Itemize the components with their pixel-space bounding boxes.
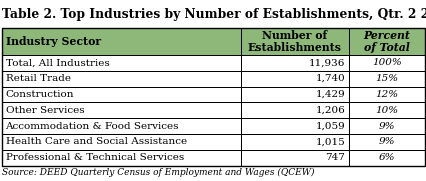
Text: 1,059: 1,059: [315, 122, 345, 131]
Text: 10%: 10%: [374, 106, 397, 115]
Bar: [2, 134, 424, 150]
Bar: [2, 55, 240, 71]
Bar: [2, 28, 424, 55]
Bar: [348, 87, 424, 102]
Bar: [2, 150, 240, 166]
Bar: [2, 118, 240, 134]
Text: Health Care and Social Assistance: Health Care and Social Assistance: [6, 137, 186, 146]
Text: Construction: Construction: [6, 90, 74, 99]
Bar: [2, 28, 240, 55]
Bar: [348, 134, 424, 150]
Text: Table 2. Top Industries by Number of Establishments, Qtr. 2 2015: Table 2. Top Industries by Number of Est…: [2, 8, 426, 21]
Text: Total, All Industries: Total, All Industries: [6, 58, 109, 67]
Text: Industry Sector: Industry Sector: [6, 36, 101, 47]
Text: Percent
of Total: Percent of Total: [363, 30, 409, 53]
Bar: [240, 87, 348, 102]
Bar: [240, 118, 348, 134]
Text: 6%: 6%: [378, 153, 394, 162]
Text: Source: DEED Quarterly Census of Employment and Wages (QCEW): Source: DEED Quarterly Census of Employm…: [2, 167, 314, 176]
Text: 9%: 9%: [378, 122, 394, 131]
Bar: [240, 102, 348, 118]
Text: 15%: 15%: [374, 74, 397, 83]
Text: 1,206: 1,206: [315, 106, 345, 115]
Bar: [348, 28, 424, 55]
Text: 12%: 12%: [374, 90, 397, 99]
Bar: [240, 71, 348, 87]
Bar: [240, 134, 348, 150]
Text: 1,740: 1,740: [315, 74, 345, 83]
Text: Other Services: Other Services: [6, 106, 84, 115]
Bar: [2, 55, 424, 71]
Bar: [2, 150, 424, 166]
Text: 747: 747: [325, 153, 345, 162]
Bar: [240, 150, 348, 166]
Bar: [240, 55, 348, 71]
Text: Accommodation & Food Services: Accommodation & Food Services: [6, 122, 178, 131]
Bar: [2, 87, 424, 102]
Bar: [348, 71, 424, 87]
Bar: [348, 102, 424, 118]
Bar: [2, 87, 240, 102]
Bar: [348, 118, 424, 134]
Bar: [2, 102, 240, 118]
Text: 1,015: 1,015: [315, 137, 345, 146]
Text: 11,936: 11,936: [308, 58, 345, 67]
Text: Retail Trade: Retail Trade: [6, 74, 70, 83]
Bar: [348, 55, 424, 71]
Bar: [240, 28, 348, 55]
Bar: [2, 28, 424, 166]
Text: Number of
Establishments: Number of Establishments: [248, 30, 341, 53]
Bar: [2, 71, 424, 87]
Bar: [348, 150, 424, 166]
Text: 100%: 100%: [371, 58, 401, 67]
Bar: [2, 134, 240, 150]
Text: Professional & Technical Services: Professional & Technical Services: [6, 153, 183, 162]
Bar: [2, 71, 240, 87]
Text: 1,429: 1,429: [315, 90, 345, 99]
Text: 9%: 9%: [378, 137, 394, 146]
Bar: [2, 118, 424, 134]
Bar: [2, 102, 424, 118]
